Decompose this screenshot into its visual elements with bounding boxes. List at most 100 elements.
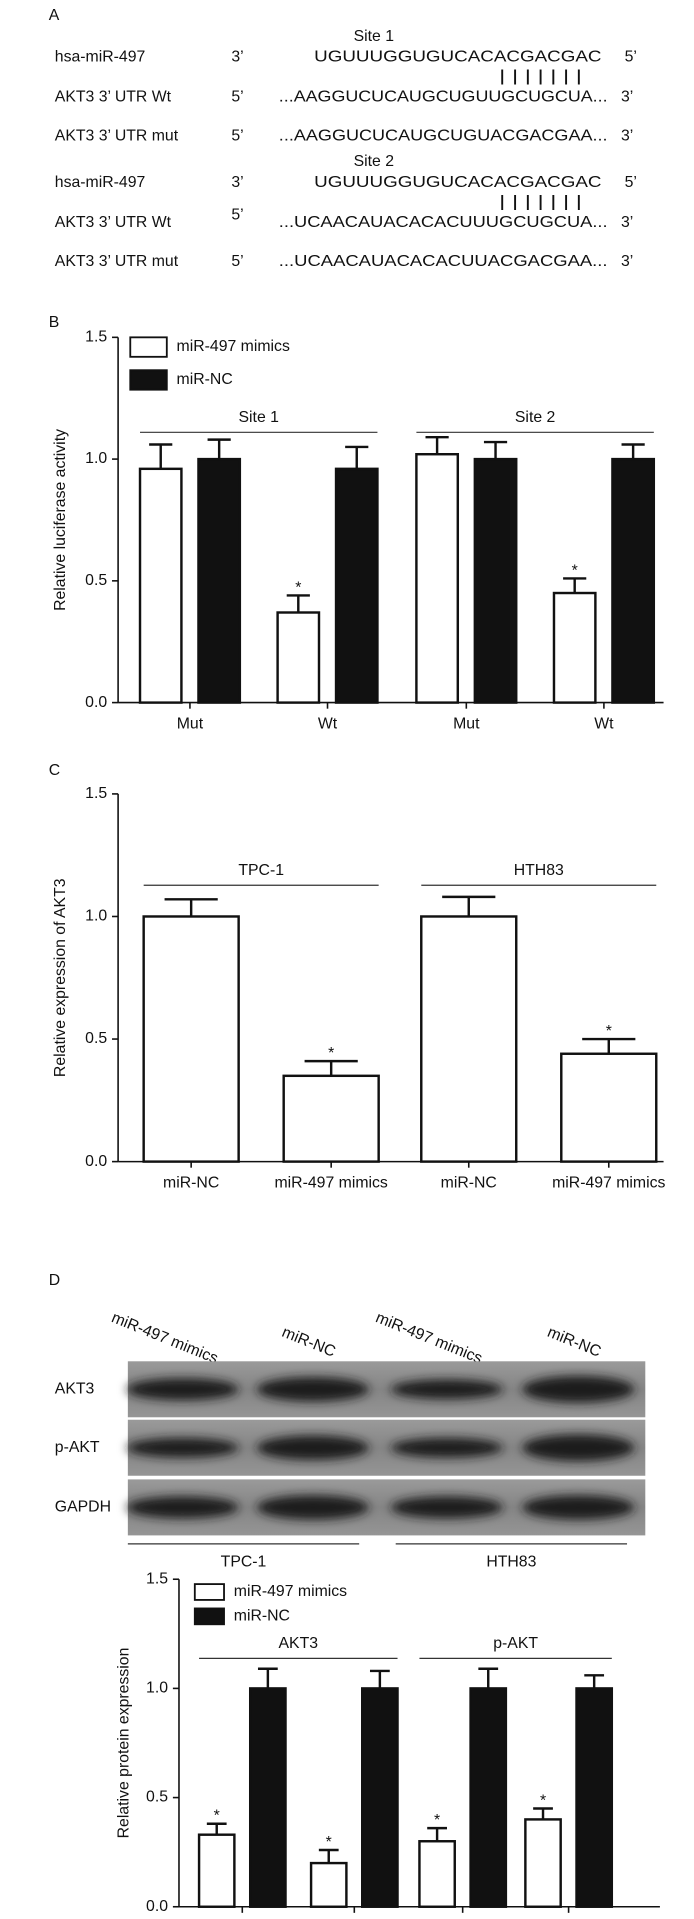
site-title: Site 1 <box>354 28 395 45</box>
blot-row-label: GAPDH <box>55 1499 111 1516</box>
sequence-name: hsa-miR-497 <box>55 174 146 191</box>
strand-end: 3’ <box>621 253 633 270</box>
bar <box>142 915 240 1163</box>
lane-label: miR-NC <box>545 1324 603 1361</box>
lane-label: miR-497 mimics <box>109 1309 221 1367</box>
strand-end: 5’ <box>231 253 243 270</box>
x-tick-label: Wt <box>594 716 614 733</box>
legend-swatch <box>129 369 168 391</box>
lane-label: miR-NC <box>279 1324 337 1361</box>
y-axis-label: Relative protein expression <box>115 1648 132 1839</box>
sequence: ...UCAACAUACACACUUACGACGAA... <box>279 253 608 270</box>
bar <box>309 1861 348 1908</box>
legend-swatch <box>129 336 168 358</box>
sequence: UGUUUGGUGUCACACGACGAC <box>314 48 601 65</box>
panel-label: B <box>49 314 60 331</box>
bar <box>334 467 379 704</box>
y-tick-label: 0.0 <box>146 1898 168 1915</box>
legend-swatch <box>193 1607 225 1626</box>
bar <box>197 457 242 704</box>
significance-marker: * <box>606 1023 612 1040</box>
group-label: HTH83 <box>514 862 564 879</box>
blot-band <box>522 1434 635 1462</box>
legend-swatch <box>193 1583 225 1601</box>
group-label: p-AKT <box>493 1635 538 1652</box>
legend-label: miR-NC <box>234 1608 290 1625</box>
strand-end: 3’ <box>621 128 633 145</box>
blot-band <box>256 1377 369 1402</box>
sequence: ...AAGGUCUCAUGCUGUACGACGAA... <box>279 128 608 145</box>
group-label: AKT3 <box>279 1635 319 1652</box>
bar <box>282 1074 380 1163</box>
x-tick-label: Mut <box>177 716 204 733</box>
strand-end: 5’ <box>231 89 243 106</box>
blot-band <box>256 1435 369 1460</box>
strand-end: 5’ <box>625 174 637 191</box>
significance-marker: * <box>540 1792 546 1809</box>
significance-marker: * <box>434 1812 440 1829</box>
bar <box>420 915 518 1163</box>
strand-end: 5’ <box>625 48 637 65</box>
x-tick-label: miR-497 mimics <box>275 1175 388 1192</box>
pairing-lines: | | | | | | | <box>499 68 582 85</box>
significance-marker: * <box>572 562 578 579</box>
bar <box>560 1052 658 1163</box>
blot-band <box>390 1437 503 1458</box>
bar <box>552 591 597 704</box>
x-tick-label: miR-497 mimics <box>552 1175 665 1192</box>
y-tick-label: 0.5 <box>85 1030 107 1047</box>
significance-marker: * <box>328 1045 334 1062</box>
blot-band <box>390 1496 503 1519</box>
bar <box>473 457 518 704</box>
strand-end: 5’ <box>231 128 243 145</box>
strand-end: 3’ <box>231 48 243 65</box>
y-tick-label: 1.0 <box>146 1680 168 1697</box>
blot-band <box>522 1375 635 1403</box>
y-tick-label: 0.5 <box>146 1789 168 1806</box>
y-tick-label: 1.5 <box>85 329 107 346</box>
y-tick-label: 0.5 <box>85 572 107 589</box>
sequence: ...UCAACAUACACACUUUGCUGCUA... <box>279 214 608 231</box>
y-tick-label: 0.0 <box>85 694 107 711</box>
legend-label: miR-497 mimics <box>234 1583 347 1600</box>
legend-label: miR-NC <box>177 371 233 388</box>
panel-label: D <box>49 1272 60 1289</box>
x-tick-label: miR-NC <box>441 1175 497 1192</box>
group-label: TPC-1 <box>238 862 284 879</box>
bar <box>611 457 656 704</box>
y-tick-label: 1.5 <box>85 785 107 802</box>
significance-marker: * <box>295 579 301 596</box>
bar <box>197 1833 236 1908</box>
panel-label: A <box>49 7 60 24</box>
bar <box>248 1687 287 1908</box>
strand-end: 3’ <box>621 214 633 231</box>
bar <box>575 1687 614 1908</box>
blot-band <box>126 1496 239 1519</box>
strand-end: 3’ <box>621 89 633 106</box>
blot-group-label: TPC-1 <box>221 1553 267 1570</box>
blot-band <box>256 1495 369 1520</box>
x-tick-label: Mut <box>453 716 480 733</box>
strand-end: 5’ <box>231 207 243 224</box>
sequence-name: AKT3 3’ UTR Wt <box>55 214 172 231</box>
blot-band <box>126 1437 239 1458</box>
significance-marker: * <box>214 1808 220 1825</box>
blot-row-label: p-AKT <box>55 1439 100 1456</box>
blot-band <box>390 1379 503 1400</box>
bar <box>415 453 460 704</box>
group-label: Site 1 <box>239 409 280 426</box>
y-tick-label: 1.0 <box>85 450 107 467</box>
blot-band <box>522 1495 635 1520</box>
bar <box>524 1818 562 1908</box>
lane-label: miR-497 mimics <box>373 1309 485 1367</box>
site-title: Site 2 <box>354 153 394 170</box>
bar <box>361 1687 399 1908</box>
bar <box>138 467 183 704</box>
blot-group-label: HTH83 <box>486 1553 536 1570</box>
pairing-lines: | | | | | | | <box>499 193 582 210</box>
bar <box>276 611 321 704</box>
x-tick-label: Wt <box>318 716 338 733</box>
sequence-name: AKT3 3’ UTR mut <box>55 128 179 145</box>
y-tick-label: 1.5 <box>146 1570 168 1587</box>
